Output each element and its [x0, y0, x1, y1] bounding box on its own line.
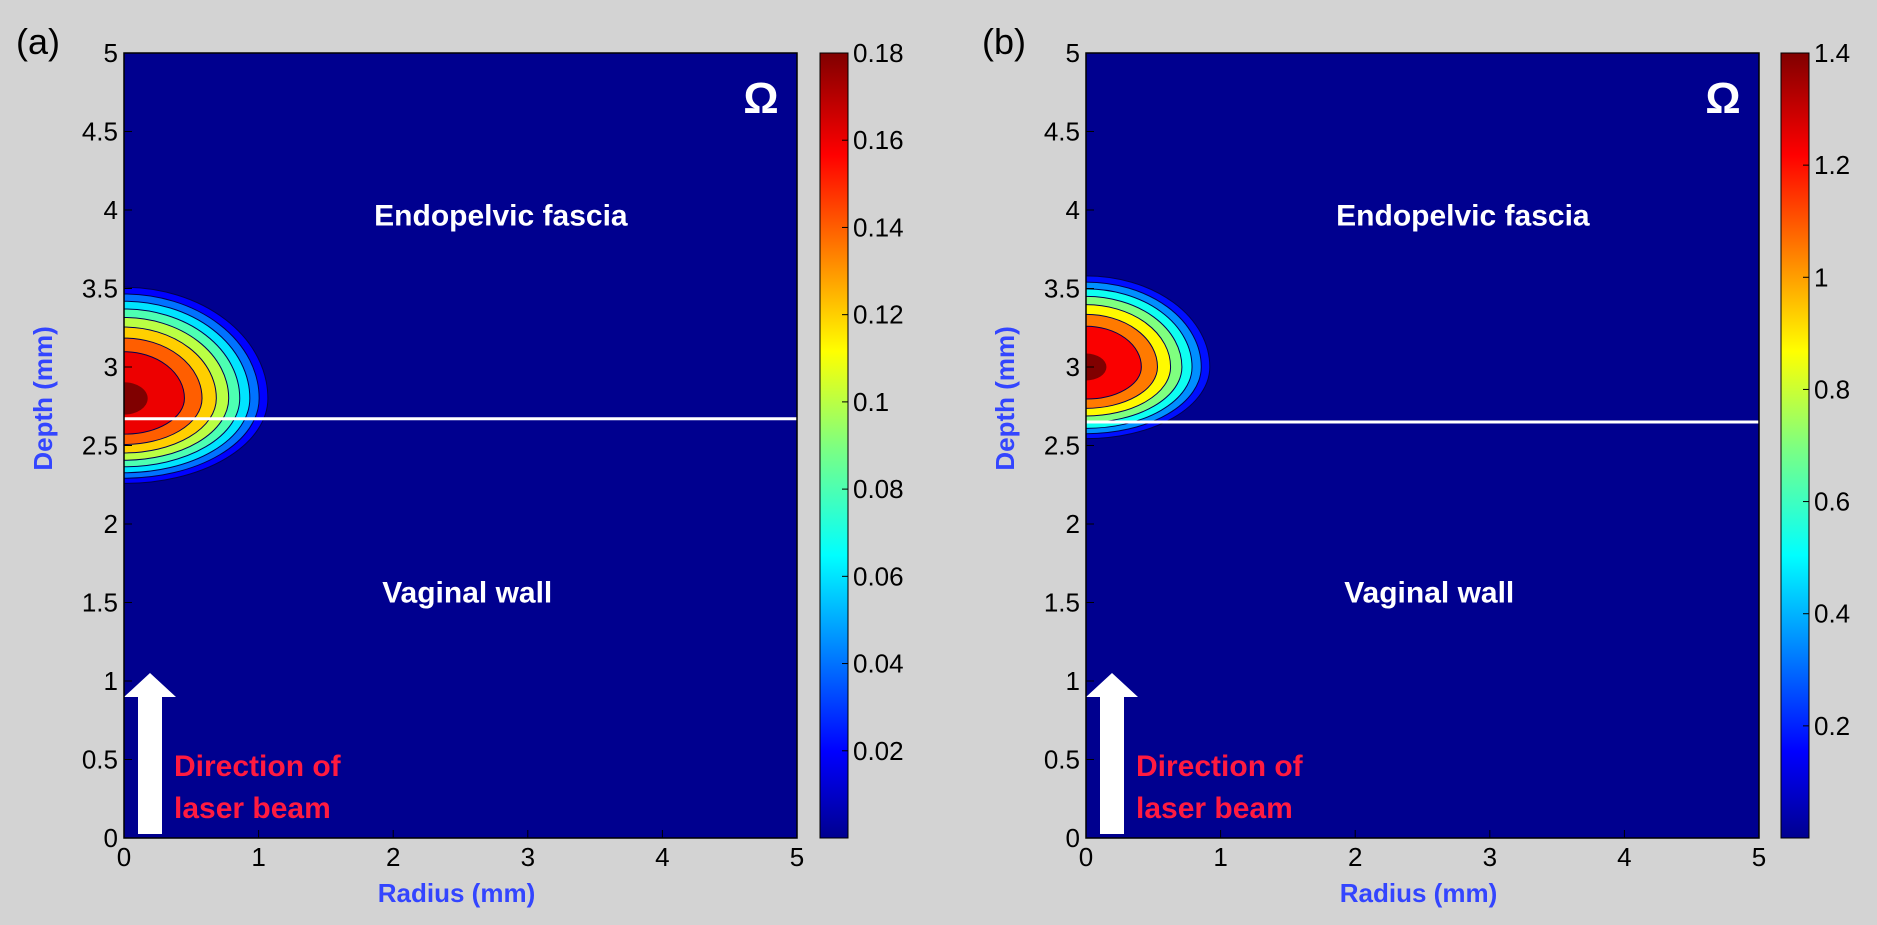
y-tick-label: 0 [1066, 823, 1080, 853]
colorbar-tick-label: 0.4 [1814, 599, 1850, 629]
y-tick-label: 2.5 [82, 431, 118, 461]
y-tick-label: 0.5 [1044, 745, 1080, 775]
y-tick-label: 4 [104, 195, 118, 225]
colorbar-tick-label: 1.4 [1814, 38, 1850, 68]
laser-beam-arrow [1086, 673, 1138, 834]
x-tick-label: 0 [117, 842, 131, 872]
y-tick-label: 3 [104, 352, 118, 382]
colorbar-tick-label: 0.04 [853, 649, 904, 679]
plot-area [1086, 53, 1759, 838]
beam-label-line-2: laser beam [1136, 792, 1293, 825]
x-tick-label: 4 [655, 842, 669, 872]
colorbar-tick-label: 1.2 [1814, 150, 1850, 180]
colorbar-tick-label: 0.14 [853, 212, 904, 242]
x-tick-label: 2 [1348, 842, 1362, 872]
panel-label: (b) [982, 21, 1026, 62]
y-tick-label: 1 [1066, 666, 1080, 696]
y-tick-label: 5 [104, 38, 118, 68]
x-tick-label: 1 [251, 842, 265, 872]
colorbar-tick-label: 0.12 [853, 300, 904, 330]
y-tick-label: 5 [1066, 38, 1080, 68]
y-tick-label: 2.5 [1044, 431, 1080, 461]
panel-a: (a) Endopelvic fascia Vaginal wall Ω Dir… [16, 21, 904, 908]
x-axis-ticks: 0 1 2 3 4 5 [117, 830, 804, 872]
y-tick-label: 3 [1066, 352, 1080, 382]
x-tick-label: 0 [1079, 842, 1093, 872]
y-tick-label: 4.5 [1044, 117, 1080, 147]
contour-peak [1086, 353, 1107, 381]
omega-symbol: Ω [1705, 74, 1740, 123]
x-axis-title: Radius (mm) [1340, 878, 1497, 908]
beam-label-line-2: laser beam [174, 792, 331, 825]
y-tick-label: 0 [104, 823, 118, 853]
x-tick-label: 5 [1752, 842, 1766, 872]
colorbar [819, 52, 849, 839]
region-label-upper: Endopelvic fascia [374, 200, 628, 233]
contour-plot [1086, 275, 1211, 440]
x-tick-label: 5 [790, 842, 804, 872]
y-tick-label: 1.5 [82, 588, 118, 618]
x-tick-label: 4 [1617, 842, 1631, 872]
region-label-lower: Vaginal wall [1344, 577, 1514, 610]
colorbar-tick-label: 0.1 [853, 387, 889, 417]
colorbar-tick-label: 1 [1814, 262, 1828, 292]
y-tick-label: 3.5 [82, 274, 118, 304]
region-label-lower: Vaginal wall [382, 577, 552, 610]
colorbar-tick-label: 0.02 [853, 736, 904, 766]
y-tick-label: 1 [104, 666, 118, 696]
colorbar-tick-label: 0.08 [853, 474, 904, 504]
contour-level [124, 351, 185, 435]
colorbar-tick-label: 0.18 [853, 38, 904, 68]
y-tick-label: 2 [1066, 509, 1080, 539]
plot-frame [1085, 52, 1760, 839]
y-tick-label: 3.5 [1044, 274, 1080, 304]
x-tick-label: 2 [386, 842, 400, 872]
colorbar-tick-label: 0.2 [1814, 711, 1850, 741]
contour-level [1086, 325, 1142, 400]
y-tick-label: 4 [1066, 195, 1080, 225]
colorbar-tick-label: 0.6 [1814, 487, 1850, 517]
y-axis-title: Depth (mm) [28, 326, 58, 470]
region-label-upper: Endopelvic fascia [1336, 200, 1590, 233]
contour-peak [124, 382, 148, 415]
y-tick-label: 1.5 [1044, 588, 1080, 618]
y-tick-label: 0.5 [82, 745, 118, 775]
beam-label-line-1: Direction of [1136, 750, 1304, 783]
y-tick-label: 4.5 [82, 117, 118, 147]
panel-label: (a) [16, 21, 60, 62]
colorbar-tick-label: 0.16 [853, 125, 904, 155]
y-axis-title: Depth (mm) [990, 326, 1020, 470]
x-axis-title: Radius (mm) [378, 878, 535, 908]
omega-symbol: Ω [743, 74, 778, 123]
y-tick-label: 2 [104, 509, 118, 539]
colorbar-tick-label: 0.8 [1814, 374, 1850, 404]
x-tick-label: 3 [521, 842, 535, 872]
colorbar-ticks: 0.2 0.4 0.6 0.8 1 1.2 1.4 [1803, 38, 1850, 741]
x-tick-label: 3 [1483, 842, 1497, 872]
colorbar-ticks: 0.02 0.04 0.06 0.08 0.1 0.12 0.14 0.16 0.18 [842, 38, 904, 766]
plot-frame [123, 52, 798, 839]
panel-b: (b) Endopelvic fascia Vaginal wall Ω Dir… [982, 21, 1850, 908]
contour-plot [124, 286, 269, 484]
colorbar-tick-label: 0.06 [853, 561, 904, 591]
x-tick-label: 1 [1213, 842, 1227, 872]
colorbar [1780, 52, 1810, 839]
beam-label-line-1: Direction of [174, 750, 342, 783]
laser-beam-arrow [124, 673, 176, 834]
y-axis-ticks: 0 0.5 1 1.5 2 2.5 3 3.5 4 4.5 5 [1044, 38, 1094, 853]
